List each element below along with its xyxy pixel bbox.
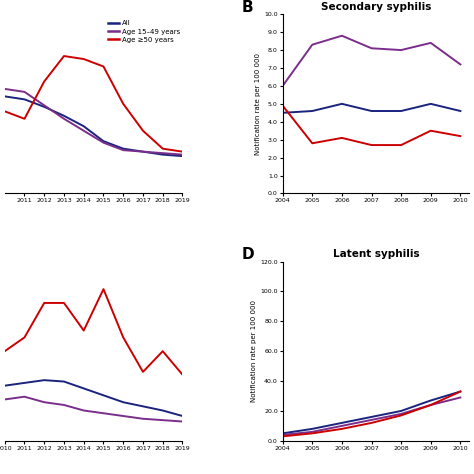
Text: D: D xyxy=(242,247,254,262)
Text: B: B xyxy=(242,0,253,15)
Y-axis label: Notification rate per 100 000: Notification rate per 100 000 xyxy=(251,300,257,402)
Title: Secondary syphilis: Secondary syphilis xyxy=(321,2,431,12)
Y-axis label: Notification rate per 100 000: Notification rate per 100 000 xyxy=(255,53,261,155)
Legend: All, Age 15–49 years, Age ≥50 years: All, Age 15–49 years, Age ≥50 years xyxy=(106,18,182,46)
Title: Latent syphilis: Latent syphilis xyxy=(333,249,419,259)
